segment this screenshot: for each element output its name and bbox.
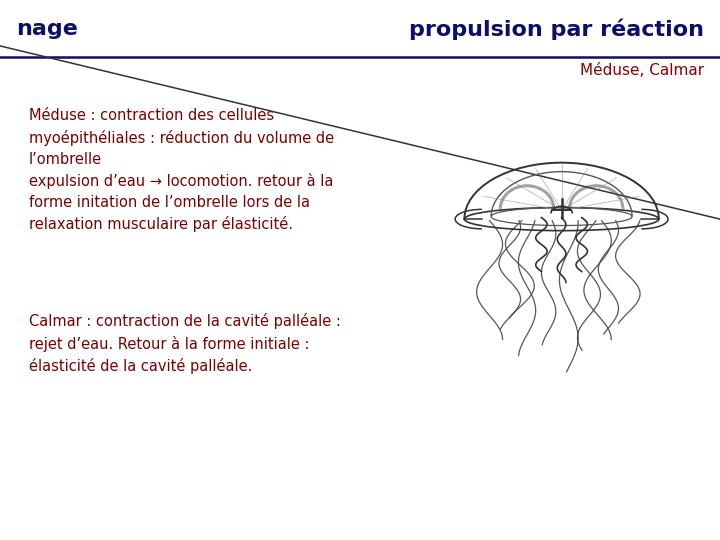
Text: Méduse, Calmar: Méduse, Calmar (580, 63, 704, 78)
Text: Méduse : contraction des cellules
myoépithéliales : réduction du volume de
l’omb: Méduse : contraction des cellules myoépi… (29, 108, 334, 233)
Text: propulsion par réaction: propulsion par réaction (409, 19, 704, 40)
Text: Calmar : contraction de la cavité palléale :
rejet d’eau. Retour à la forme init: Calmar : contraction de la cavité palléa… (29, 313, 341, 374)
Text: nage: nage (16, 19, 78, 39)
